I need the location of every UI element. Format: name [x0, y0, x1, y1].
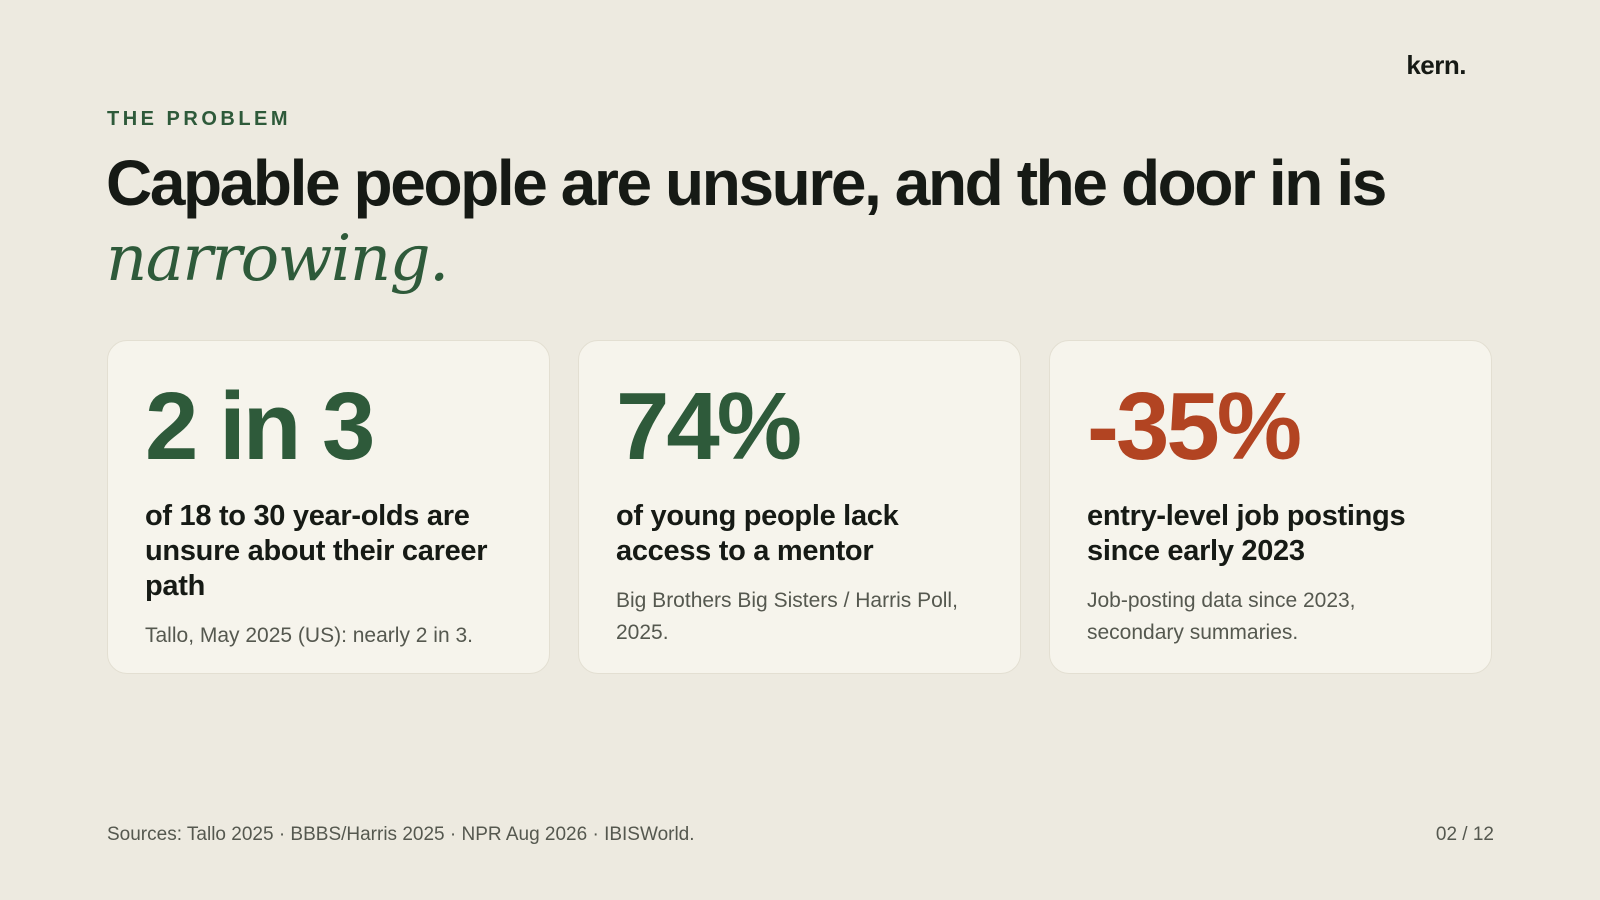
stat-value: 74% — [616, 373, 802, 480]
stat-source: Job-posting data since 2023, secondary s… — [1087, 589, 1356, 644]
section-eyebrow: THE PROBLEM — [107, 108, 292, 130]
footer-sources: Sources: Tallo 2025 · BBBS/Harris 2025 ·… — [107, 824, 695, 845]
stat-description: of 18 to 30 year-olds are unsure about t… — [145, 500, 488, 602]
stat-cards: 2 in 3 of 18 to 30 year-olds are unsure … — [107, 340, 1493, 674]
stat-value: -35% — [1087, 373, 1302, 480]
headline-main-text: Capable people are unsure, and the door … — [106, 147, 1387, 219]
headline-accent-text: narrowing. — [106, 222, 449, 296]
slide-headline: Capable people are unsure, and the door … — [106, 146, 1426, 297]
stat-source: Big Brothers Big Sisters / Harris Poll, … — [616, 589, 958, 644]
stat-description: of young people lack access to a mentor — [616, 500, 899, 567]
brand-logo: kern. — [1406, 50, 1466, 80]
page-indicator: 02 / 12 — [1435, 824, 1494, 845]
stat-card-entry-level-postings: -35% entry-level job postings since earl… — [1049, 340, 1492, 674]
stat-card-career-uncertainty: 2 in 3 of 18 to 30 year-olds are unsure … — [107, 340, 550, 674]
stat-source: Tallo, May 2025 (US): nearly 2 in 3. — [145, 624, 473, 647]
stat-card-mentor-access: 74% of young people lack access to a men… — [578, 340, 1021, 674]
stat-description: entry-level job postings since early 202… — [1087, 500, 1406, 567]
stat-value: 2 in 3 — [145, 373, 375, 480]
